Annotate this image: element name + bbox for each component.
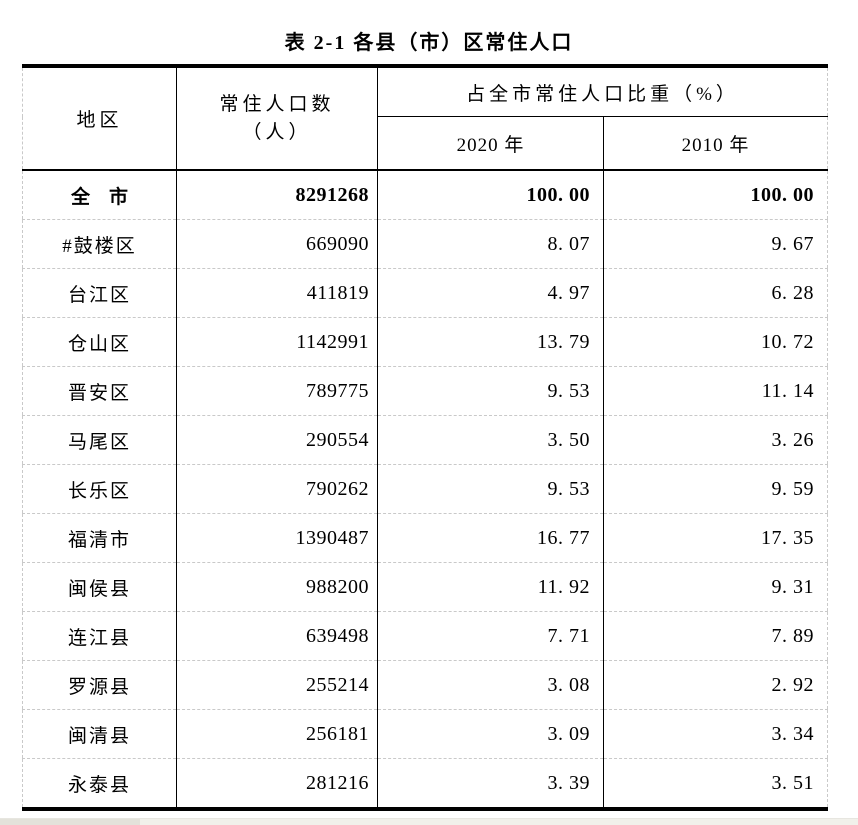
header-year-2010: 2010 年 bbox=[602, 116, 828, 171]
region-cell: 福清市 bbox=[22, 513, 177, 563]
header-share-group: 占全市常住人口比重（%） bbox=[376, 66, 828, 117]
region-cell: 永泰县 bbox=[22, 758, 177, 809]
region-cell: 罗源县 bbox=[22, 660, 177, 710]
share-2010-cell: 6. 28 bbox=[602, 268, 828, 318]
share-2020-cell: 9. 53 bbox=[377, 464, 604, 514]
table-body: 全 市 8291268 100. 00 100. 00 #鼓楼区 669090 … bbox=[22, 170, 828, 809]
region-cell: #鼓楼区 bbox=[22, 219, 177, 269]
share-2010-cell: 17. 35 bbox=[602, 513, 828, 563]
share-2020-cell: 9. 53 bbox=[377, 366, 604, 416]
table-row: 台江区 411819 4. 97 6. 28 bbox=[22, 268, 828, 318]
table-row-total: 全 市 8291268 100. 00 100. 00 bbox=[23, 170, 828, 220]
share-2010-cell: 11. 14 bbox=[602, 366, 828, 416]
share-2010-cell: 9. 67 bbox=[602, 219, 828, 269]
share-2010-cell: 7. 89 bbox=[602, 611, 828, 661]
share-2020-cell: 3. 09 bbox=[377, 709, 604, 759]
share-2020-cell: 100. 00 bbox=[377, 170, 604, 220]
share-2010-cell: 9. 31 bbox=[602, 562, 828, 612]
header-population-line2: （人） bbox=[242, 121, 312, 143]
population-cell: 790262 bbox=[176, 464, 378, 514]
share-2020-cell: 11. 92 bbox=[377, 562, 604, 612]
horizontal-scrollbar-thumb[interactable] bbox=[0, 819, 140, 825]
share-2020-cell: 3. 50 bbox=[377, 415, 604, 465]
horizontal-scrollbar[interactable] bbox=[0, 818, 858, 825]
share-2020-cell: 16. 77 bbox=[377, 513, 604, 563]
region-cell: 全 市 bbox=[70, 186, 128, 208]
table-row: #鼓楼区 669090 8. 07 9. 67 bbox=[22, 219, 828, 269]
header-year-2020: 2020 年 bbox=[377, 116, 604, 171]
population-cell: 290554 bbox=[176, 415, 378, 465]
share-2010-cell: 2. 92 bbox=[602, 660, 828, 710]
table-row: 闽侯县 988200 11. 92 9. 31 bbox=[22, 562, 828, 612]
population-cell: 1142991 bbox=[176, 317, 378, 367]
population-table-wrapper: 地区 常住人口数 （人） 占全市常住人口比重（%） 2020 年 2010 年 … bbox=[22, 64, 829, 811]
share-2010-cell: 3. 34 bbox=[602, 709, 828, 759]
population-cell: 789775 bbox=[176, 366, 378, 416]
table-row: 连江县 639498 7. 71 7. 89 bbox=[22, 611, 828, 661]
share-2020-cell: 4. 97 bbox=[377, 268, 604, 318]
table-row: 罗源县 255214 3. 08 2. 92 bbox=[22, 660, 828, 710]
region-cell: 仓山区 bbox=[22, 317, 177, 367]
region-cell: 台江区 bbox=[22, 268, 177, 318]
region-cell: 晋安区 bbox=[22, 366, 177, 416]
region-cell: 长乐区 bbox=[22, 464, 177, 514]
population-cell: 1390487 bbox=[176, 513, 378, 563]
share-2020-cell: 3. 39 bbox=[377, 758, 604, 809]
table-row: 马尾区 290554 3. 50 3. 26 bbox=[22, 415, 828, 465]
table-row: 仓山区 1142991 13. 79 10. 72 bbox=[22, 317, 828, 367]
table-row: 闽清县 256181 3. 09 3. 34 bbox=[22, 709, 828, 759]
header-population-line1: 常住人口数 bbox=[219, 93, 335, 115]
share-2010-cell: 3. 26 bbox=[602, 415, 828, 465]
share-2010-cell: 10. 72 bbox=[602, 317, 828, 367]
share-2020-cell: 7. 71 bbox=[377, 611, 604, 661]
table-title: 表 2-1 各县（市）区常住人口 bbox=[284, 32, 574, 54]
table-row: 晋安区 789775 9. 53 11. 14 bbox=[22, 366, 828, 416]
population-cell: 988200 bbox=[176, 562, 378, 612]
region-cell: 闽清县 bbox=[22, 709, 177, 759]
population-cell: 255214 bbox=[176, 660, 378, 710]
population-cell: 281216 bbox=[176, 758, 378, 809]
table-header: 地区 常住人口数 （人） 占全市常住人口比重（%） 2020 年 2010 年 bbox=[22, 66, 828, 171]
population-cell: 411819 bbox=[176, 268, 378, 318]
population-table: 地区 常住人口数 （人） 占全市常住人口比重（%） 2020 年 2010 年 … bbox=[22, 64, 829, 811]
region-cell: 连江县 bbox=[22, 611, 177, 661]
population-cell: 669090 bbox=[176, 219, 378, 269]
region-cell: 闽侯县 bbox=[22, 562, 177, 612]
table-row: 永泰县 281216 3. 39 3. 51 bbox=[22, 758, 828, 809]
header-region: 地区 bbox=[22, 66, 177, 171]
share-2010-cell: 100. 00 bbox=[602, 170, 828, 220]
share-2020-cell: 13. 79 bbox=[377, 317, 604, 367]
header-population: 常住人口数 （人） bbox=[176, 66, 378, 171]
population-cell: 639498 bbox=[176, 611, 378, 661]
population-cell: 8291268 bbox=[176, 170, 378, 220]
share-2020-cell: 3. 08 bbox=[377, 660, 604, 710]
population-cell: 256181 bbox=[176, 709, 378, 759]
share-2020-cell: 8. 07 bbox=[377, 219, 604, 269]
region-cell: 马尾区 bbox=[22, 415, 177, 465]
share-2010-cell: 3. 51 bbox=[602, 758, 828, 809]
table-row: 福清市 1390487 16. 77 17. 35 bbox=[22, 513, 828, 563]
table-row: 长乐区 790262 9. 53 9. 59 bbox=[22, 464, 828, 514]
share-2010-cell: 9. 59 bbox=[602, 464, 828, 514]
